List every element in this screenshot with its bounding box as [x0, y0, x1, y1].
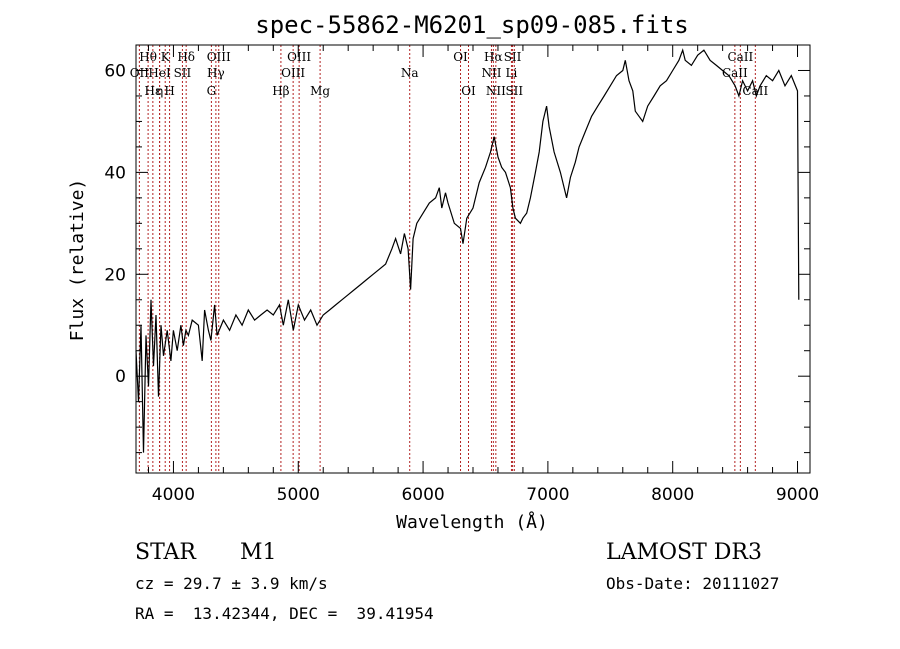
flux-line [135, 48, 800, 453]
redshift-cz: cz = 29.7 ± 3.9 km/s [135, 574, 328, 593]
y-axis-label: Flux (relative) [67, 179, 88, 342]
spectral-line-label: Li [506, 66, 518, 80]
spectral-line-label: Mg [310, 84, 330, 98]
x-axis-label: Wavelength (Å) [396, 511, 548, 533]
object-class: STAR [135, 540, 196, 565]
y-tick-label: 20 [104, 265, 126, 285]
spectral-line-label: G [207, 84, 217, 98]
spectral-line-label: OIII [287, 50, 311, 64]
spectral-line-label: η [156, 84, 163, 98]
object-subclass: M1 [240, 540, 277, 565]
spectral-line-label: H [164, 84, 174, 98]
spectral-line-label: Na [401, 66, 419, 80]
x-tick-label: 8000 [651, 485, 694, 505]
spectral-line-label: Hγ [207, 66, 225, 80]
spectral-line-label: OI [461, 84, 476, 98]
x-tick-label: 6000 [401, 485, 444, 505]
survey-name: LAMOST DR3 [606, 540, 762, 565]
spectral-line-label: HeI [148, 66, 171, 80]
spectral-line-label: K [161, 50, 171, 64]
spectral-line-label: SII [504, 50, 522, 64]
spectral-line-label: Hε [145, 84, 162, 98]
x-tick-label: 9000 [776, 485, 819, 505]
y-tick-label: 40 [104, 163, 126, 183]
x-tick-label: 7000 [526, 485, 569, 505]
spectral-line-label: Hβ [272, 84, 289, 98]
flux-series [135, 48, 800, 453]
spectral-line-label: OIII [281, 66, 305, 80]
spectral-line-label: SII [505, 84, 523, 98]
spectral-line-label: OIII [207, 50, 231, 64]
axes: 4000 5000 6000 7000 8000 9000 0 20 40 60 [104, 44, 819, 505]
y-tick-label: 60 [104, 61, 126, 81]
spectral-line-label: OI [453, 50, 468, 64]
observation-date: Obs-Date: 20111027 [606, 574, 780, 593]
x-tick-label: 4000 [152, 485, 195, 505]
spectral-line-label: Hα [484, 50, 503, 64]
spectral-line-label: Hθ [139, 50, 157, 64]
plot-frame [135, 44, 811, 474]
spectral-line-label: NII [481, 66, 501, 80]
spectral-line-label: NII [486, 84, 506, 98]
coordinates: RA = 13.42344, DEC = 39.41954 [135, 604, 434, 623]
spectral-line-label: CaII [722, 66, 748, 80]
spectral-line-label: OII [130, 66, 150, 80]
spectral-line-label: Hδ [177, 50, 195, 64]
emission-lines [138, 45, 756, 473]
x-tick-label: 5000 [277, 485, 320, 505]
spectral-line-label: SII [174, 66, 192, 80]
spectral-line-label: CaII [727, 50, 753, 64]
y-tick-label: 0 [115, 367, 126, 387]
chart-title: spec-55862-M6201_sp09-085.fits [255, 11, 688, 39]
